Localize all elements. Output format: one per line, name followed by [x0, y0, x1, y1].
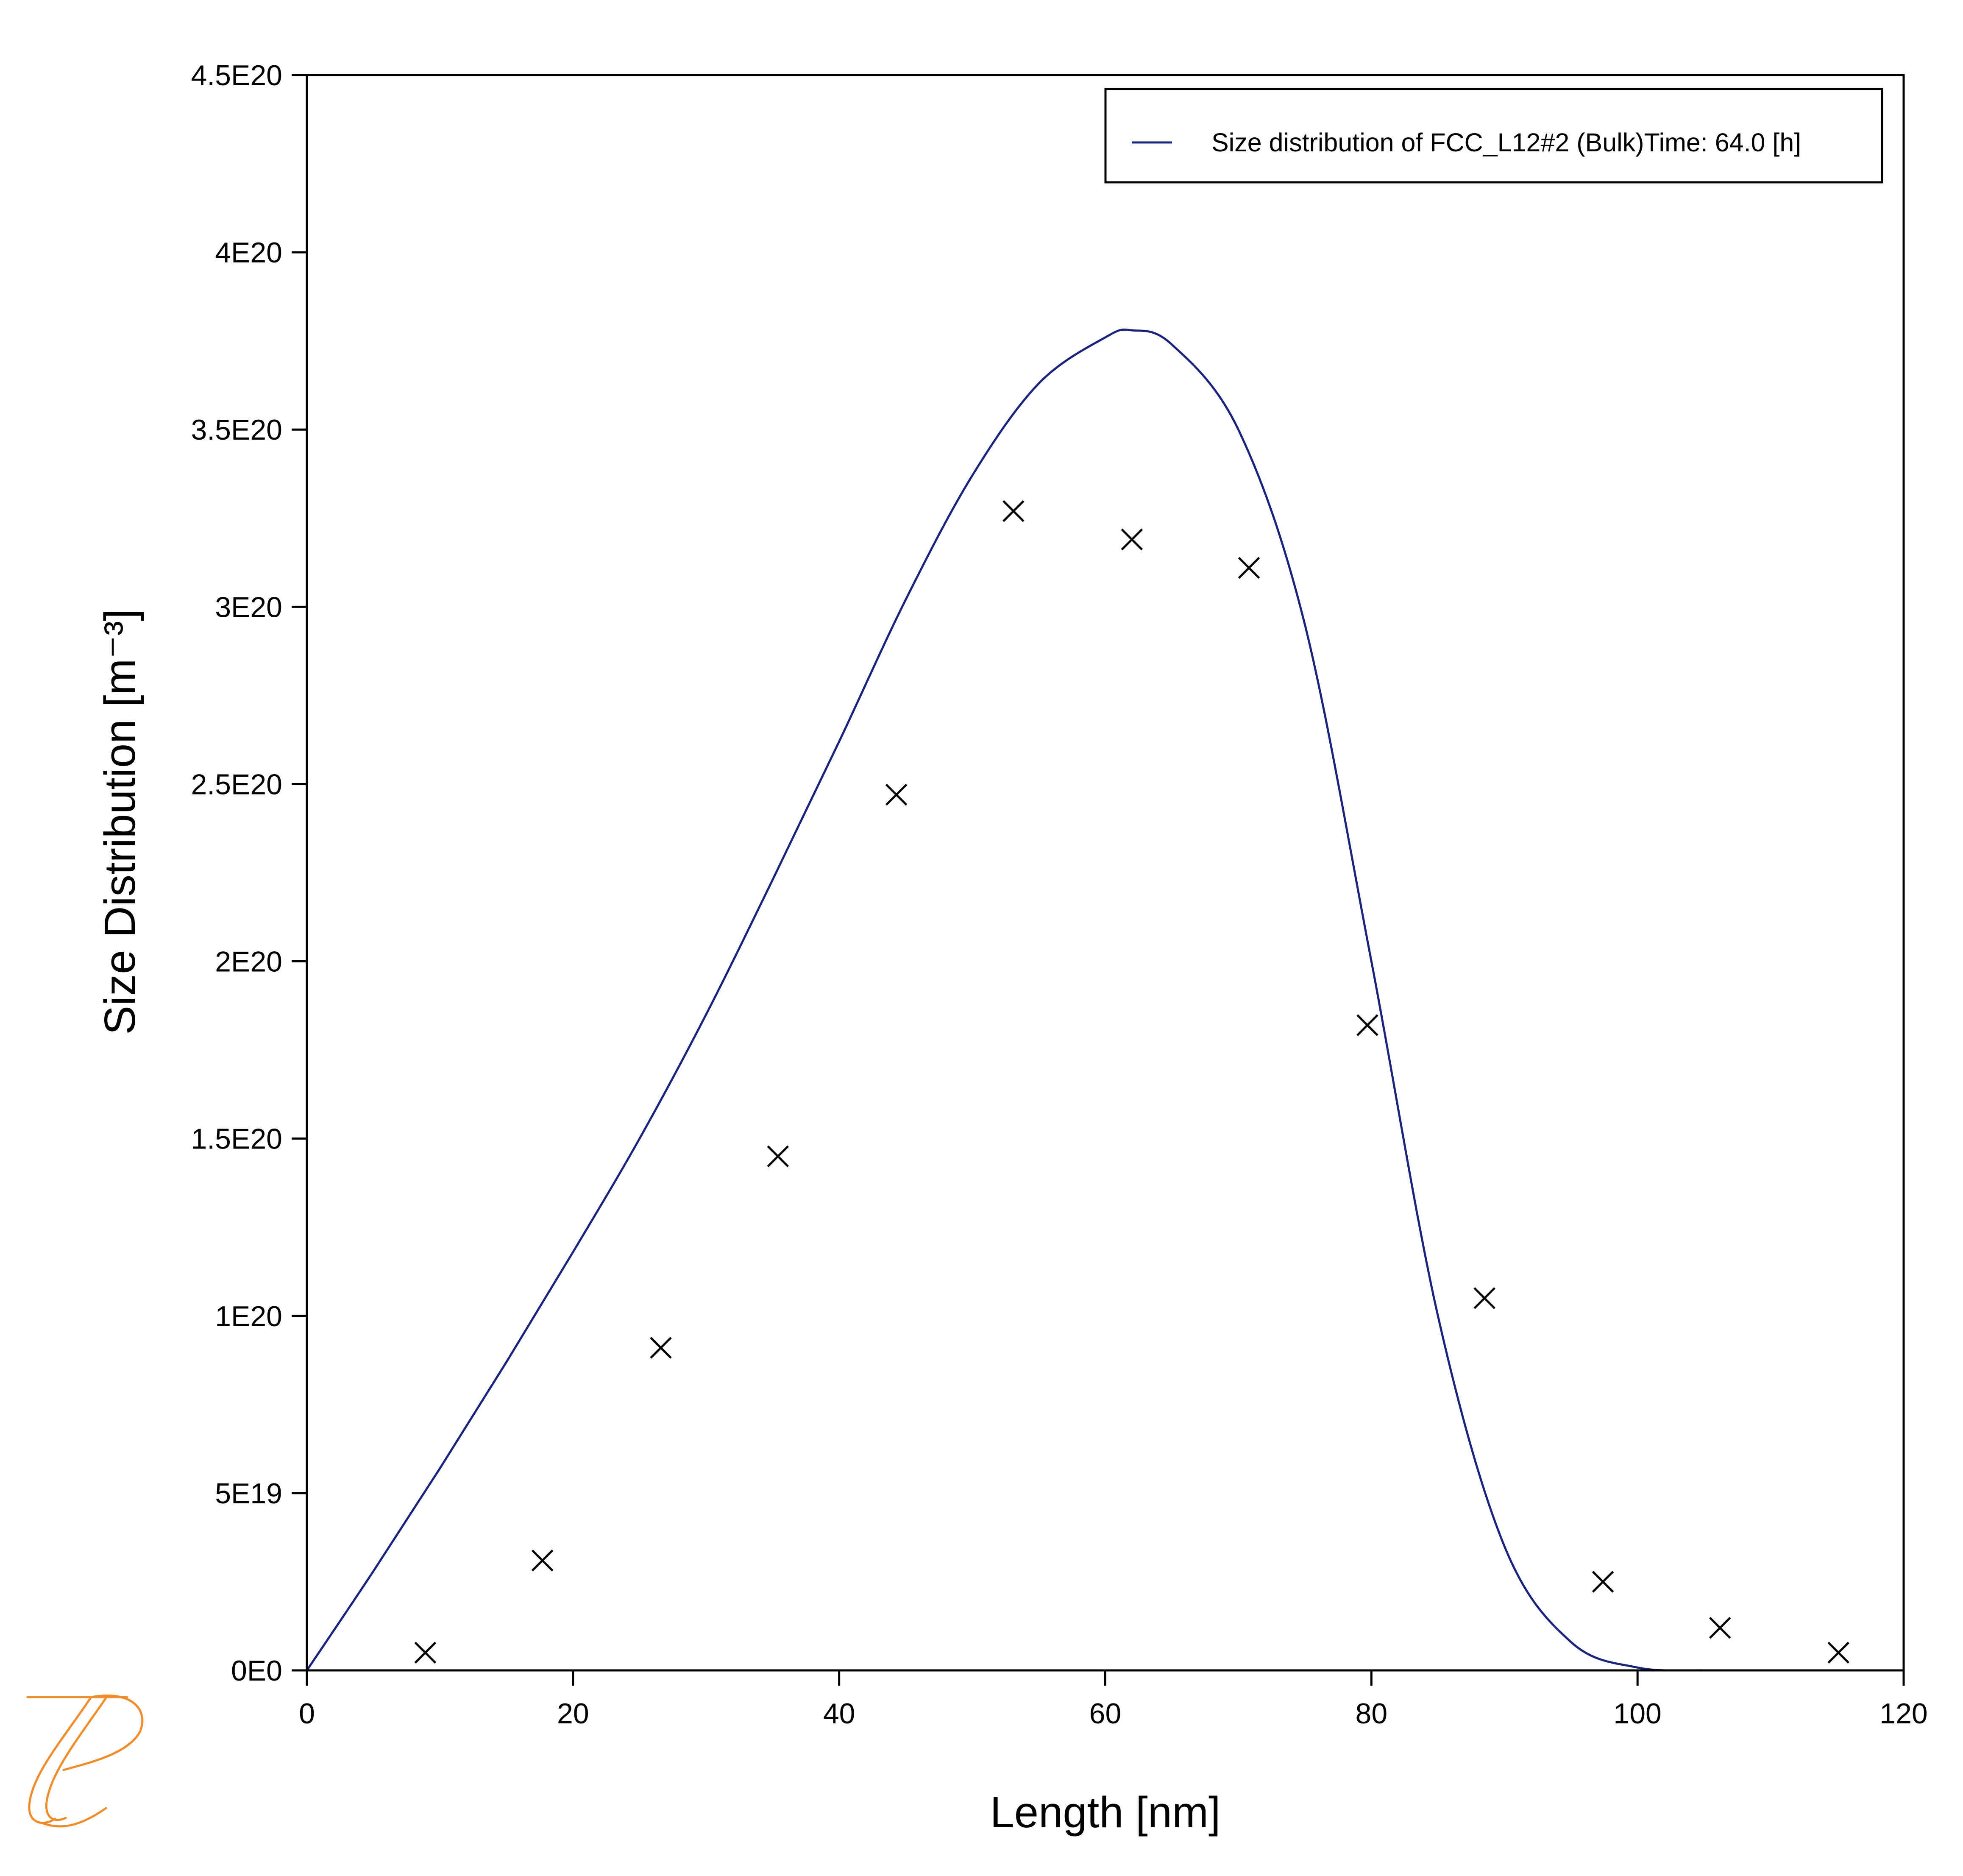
scatter-point: [1238, 557, 1260, 579]
legend-box: [1104, 88, 1883, 184]
scatter-point: [1002, 500, 1025, 522]
x-tick-label: 60: [1089, 1698, 1122, 1730]
scatter-marker-stroke: [1002, 500, 1025, 522]
y-tick-label: 5E19: [215, 1477, 282, 1510]
scatter-marker-stroke: [1709, 1617, 1731, 1639]
y-tick-label: 1E20: [215, 1300, 282, 1332]
x-tick-label: 80: [1356, 1698, 1388, 1730]
y-axis-title: Size Distribution [m⁻³]: [95, 609, 144, 1035]
scatter-point: [767, 1145, 789, 1168]
scatter-marker-stroke: [650, 1337, 672, 1359]
scatter-marker-stroke: [767, 1145, 789, 1168]
scatter-point: [1592, 1571, 1614, 1593]
scatter-marker-stroke: [531, 1550, 554, 1572]
plot-area: [307, 329, 1849, 1670]
x-tick-label: 40: [823, 1698, 855, 1730]
legend-label: Size distribution of FCC_L12#2 (Bulk)Tim…: [1211, 128, 1801, 157]
axes: 0 20 40 60 80 100 120 0E0 5E19 1E20 1.5E20 2E20 2.5E…: [191, 59, 1927, 1730]
x-tick-label: 0: [299, 1698, 315, 1730]
scatter-marker-stroke: [1473, 1287, 1495, 1309]
y-tick-label: 0E0: [231, 1655, 282, 1687]
scatter-point: [1709, 1617, 1731, 1639]
x-axis-title: Length [nm]: [990, 1788, 1221, 1837]
scatter-marker-stroke: [885, 783, 908, 806]
scatter-marker-stroke: [1827, 1642, 1849, 1664]
scatter-marker-stroke: [414, 1642, 437, 1664]
scatter-point: [414, 1642, 437, 1664]
x-tick-label: 20: [557, 1698, 589, 1730]
scatter-point: [1356, 1014, 1378, 1036]
scatter-point: [650, 1337, 672, 1359]
scatter-point: [1473, 1287, 1495, 1309]
scatter-marker-stroke: [1356, 1014, 1378, 1036]
scatter-marker-stroke: [1592, 1571, 1614, 1593]
y-tick-label: 4E20: [215, 237, 282, 269]
y-tick-label: 4.5E20: [191, 59, 282, 92]
scatter-point: [885, 783, 908, 806]
x-tick-label: 120: [1879, 1698, 1927, 1730]
x-tick-label: 100: [1613, 1698, 1661, 1730]
scatter-point: [1121, 528, 1143, 551]
series-line-size-distribution: [307, 329, 1704, 1670]
y-tick-label: 3E20: [215, 591, 282, 623]
scatter-marker-stroke: [1121, 528, 1143, 551]
thermo-calc-logo-icon: [26, 1694, 144, 1828]
y-tick-label: 2E20: [215, 946, 282, 978]
y-tick-label: 2.5E20: [191, 768, 282, 800]
scatter-point: [531, 1550, 554, 1572]
legend: Size distribution of FCC_L12#2 (Bulk)Tim…: [1104, 88, 1883, 184]
scatter-marker-stroke: [1238, 557, 1260, 579]
y-tick-label: 3.5E20: [191, 414, 282, 446]
y-tick-label: 1.5E20: [191, 1123, 282, 1155]
scatter-point: [1827, 1642, 1849, 1664]
